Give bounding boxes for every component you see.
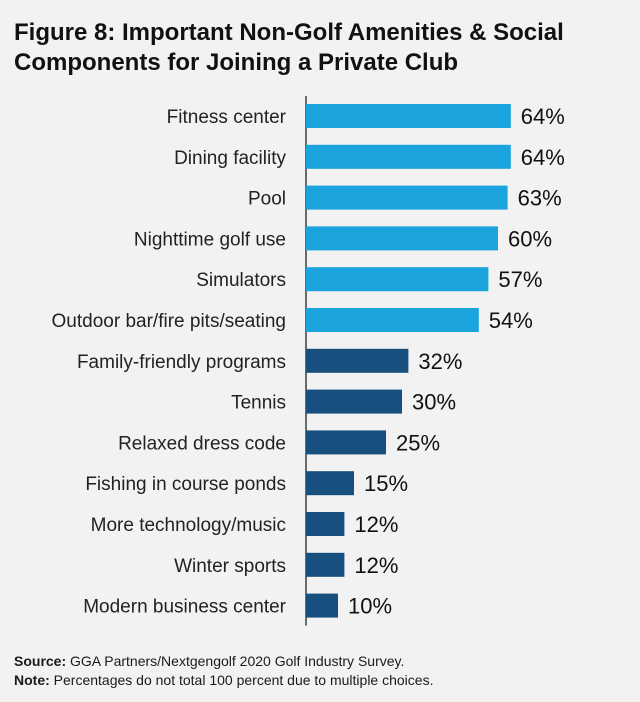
value-label: 63% <box>518 186 562 211</box>
chart-footer: Source: GGA Partners/Nextgengolf 2020 Go… <box>14 652 629 690</box>
category-label: Family-friendly programs <box>77 352 286 373</box>
bar <box>306 267 489 292</box>
category-label: Winter sports <box>174 556 286 577</box>
category-label: Modern business center <box>83 597 286 618</box>
category-label: More technology/music <box>91 515 286 536</box>
bar <box>306 512 345 536</box>
bar <box>306 144 511 169</box>
bar <box>306 185 508 210</box>
category-label: Dining facility <box>174 148 286 169</box>
category-label: Simulators <box>196 270 286 291</box>
category-label: Tennis <box>231 393 286 414</box>
category-label: Fishing in course ponds <box>85 474 286 495</box>
value-label: 12% <box>354 512 398 537</box>
bar <box>306 389 402 414</box>
bar <box>306 552 345 577</box>
source-line: Source: GGA Partners/Nextgengolf 2020 Go… <box>14 652 629 671</box>
bar <box>306 348 409 373</box>
category-label: Outdoor bar/fire pits/seating <box>52 311 286 332</box>
value-label: 10% <box>348 594 392 619</box>
category-label: Pool <box>248 189 286 210</box>
note-line: Note: Percentages do not total 100 perce… <box>14 671 629 690</box>
value-label: 15% <box>364 471 408 496</box>
bar-chart: Fitness center 64% Dining facility 64% Pool 6… <box>52 96 565 626</box>
value-label: 64% <box>521 145 565 170</box>
value-label: 32% <box>418 349 462 374</box>
note-text: Percentages do not total 100 percent due… <box>53 672 434 688</box>
category-label: Relaxed dress code <box>118 433 286 454</box>
category-label: Fitness center <box>167 107 287 128</box>
category-label: Nighttime golf use <box>134 229 286 250</box>
value-label: 57% <box>498 267 542 292</box>
chart-title: Figure 8: Important Non-Golf Amenities &… <box>14 19 564 76</box>
bar <box>306 226 498 251</box>
value-label: 54% <box>489 308 533 333</box>
bar <box>306 430 386 455</box>
source-label: Source: <box>14 653 67 669</box>
bar <box>306 308 479 332</box>
bar <box>306 593 338 618</box>
value-label: 30% <box>412 390 456 415</box>
value-label: 60% <box>508 226 552 251</box>
value-label: 64% <box>521 104 565 129</box>
note-label: Note: <box>14 672 50 688</box>
value-label: 25% <box>396 430 440 455</box>
value-label: 12% <box>354 553 398 578</box>
source-text: GGA Partners/Nextgengolf 2020 Golf Indus… <box>70 653 405 669</box>
bar <box>306 471 354 496</box>
bar <box>306 104 511 128</box>
